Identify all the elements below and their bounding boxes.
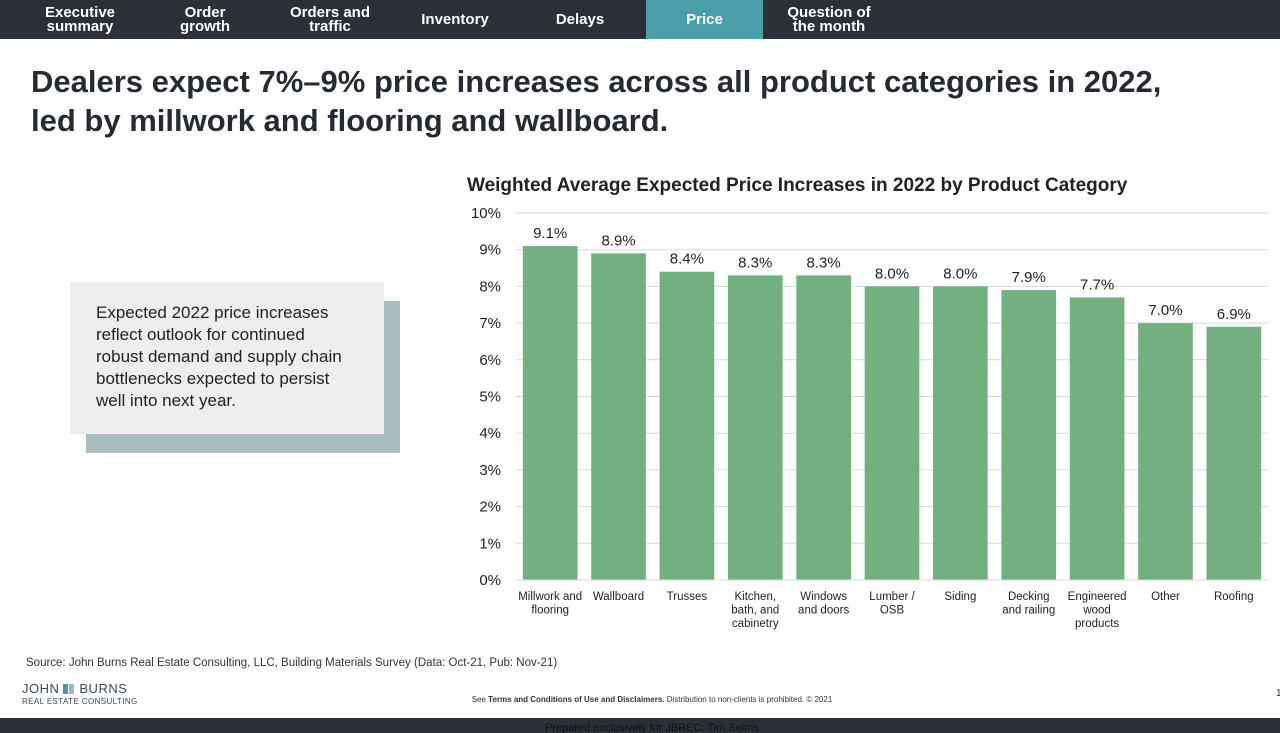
logo-text-left: JOHN — [22, 681, 60, 696]
bar — [591, 253, 646, 580]
data-label: 8.9% — [601, 232, 635, 249]
tab-inventory[interactable]: Inventory — [400, 0, 510, 39]
tab-label: Inventory — [421, 10, 489, 28]
data-label: 7.7% — [1080, 276, 1114, 293]
data-label: 6.9% — [1217, 306, 1251, 323]
bar — [522, 246, 578, 580]
data-label: 8.0% — [943, 265, 977, 282]
company-logo: JOHN BURNS REAL ESTATE CONSULTING — [22, 681, 138, 706]
tab-question-of-the-month[interactable]: Question of the month — [768, 0, 890, 39]
data-label: 7.9% — [1012, 269, 1046, 286]
data-label: 8.4% — [670, 251, 704, 268]
tab-label: Orders and traffic — [289, 3, 371, 35]
x-tick-label: Trusses — [667, 591, 708, 603]
y-tick-label: 1% — [479, 535, 501, 552]
data-label: 8.0% — [875, 265, 909, 282]
x-tick-label: Other — [1151, 591, 1180, 603]
chart-title: Weighted Average Expected Price Increase… — [467, 175, 1128, 196]
terms-note: See Terms and Conditions of Use and Disc… — [0, 695, 1280, 704]
logo-mark-icon — [62, 682, 76, 696]
x-tick-label: Decking and railing — [1002, 591, 1055, 617]
x-tick-label: Lumber / OSB — [869, 591, 915, 617]
x-tick-label: Engineered wood products — [1068, 591, 1127, 630]
y-tick-label: 7% — [479, 315, 501, 332]
bottom-bar — [0, 718, 1280, 733]
terms-suffix: Distribution to non-clients is prohibite… — [664, 695, 833, 704]
x-tick-label: Millwork and flooring — [518, 591, 582, 617]
tab-label: Order growth — [180, 3, 230, 35]
data-label: 7.0% — [1148, 302, 1182, 319]
y-tick-label: 5% — [479, 389, 501, 406]
page-title: Dealers expect 7%–9% price increases acr… — [31, 64, 1162, 138]
logo-text-right: BURNS — [79, 681, 128, 696]
logo-subtitle: REAL ESTATE CONSULTING — [22, 697, 138, 706]
y-tick-label: 9% — [479, 242, 501, 259]
x-tick-label: Wallboard — [593, 591, 644, 603]
terms-prefix: See — [471, 695, 489, 704]
tab-delays[interactable]: Delays — [520, 0, 640, 39]
data-label: 8.3% — [738, 254, 772, 271]
bar — [864, 286, 920, 580]
bar — [796, 275, 851, 580]
y-tick-label: 10% — [471, 205, 501, 222]
y-tick-label: 8% — [479, 278, 501, 295]
bar — [659, 271, 715, 580]
tab-label: Executive summary — [44, 3, 116, 35]
tab-price[interactable]: Price — [646, 0, 763, 39]
terms-link[interactable]: Terms and Conditions of Use and Disclaim… — [488, 695, 665, 704]
bar-chart: 0% 1% 2% 3% 4% 5% 6% 7% 8% 9% 10% 9.1% Millwork and f… — [471, 205, 1268, 630]
x-tick-label: Siding — [944, 591, 976, 603]
x-tick-label: Roofing — [1214, 591, 1254, 603]
y-tick-label: 3% — [479, 462, 501, 479]
bar — [1001, 290, 1057, 580]
tab-order-growth[interactable]: Order growth — [150, 0, 260, 39]
bar — [727, 275, 783, 580]
x-tick-label: Kitchen, bath, and cabinetry — [731, 591, 779, 630]
bar — [1206, 326, 1262, 580]
bar — [1138, 323, 1193, 580]
bar — [933, 286, 988, 580]
y-tick-label: 4% — [479, 425, 501, 442]
x-tick-label: Windows and doors — [798, 591, 849, 617]
source-note: Source: John Burns Real Estate Consultin… — [26, 657, 558, 669]
tab-label: Delays — [555, 10, 605, 28]
tab-label: Question of the month — [787, 3, 871, 35]
top-nav: Executive summary Order growth Orders an… — [0, 0, 1280, 39]
tab-executive-summary[interactable]: Executive summary — [10, 0, 150, 39]
prepared-for-note: Prepared exclusively for JBREC: Tim Selm… — [545, 722, 759, 733]
y-tick-label: 2% — [479, 499, 501, 516]
edge-mark: 1 — [1276, 688, 1280, 699]
y-tick-label: 6% — [479, 352, 501, 369]
y-tick-label: 0% — [479, 572, 501, 589]
bar — [1069, 297, 1125, 580]
tab-orders-and-traffic[interactable]: Orders and traffic — [270, 0, 390, 39]
callout-box: Expected 2022 price increases reflect ou… — [70, 282, 384, 434]
data-label: 9.1% — [533, 225, 567, 242]
data-label: 8.3% — [807, 254, 841, 271]
tab-label: Price — [686, 10, 723, 28]
